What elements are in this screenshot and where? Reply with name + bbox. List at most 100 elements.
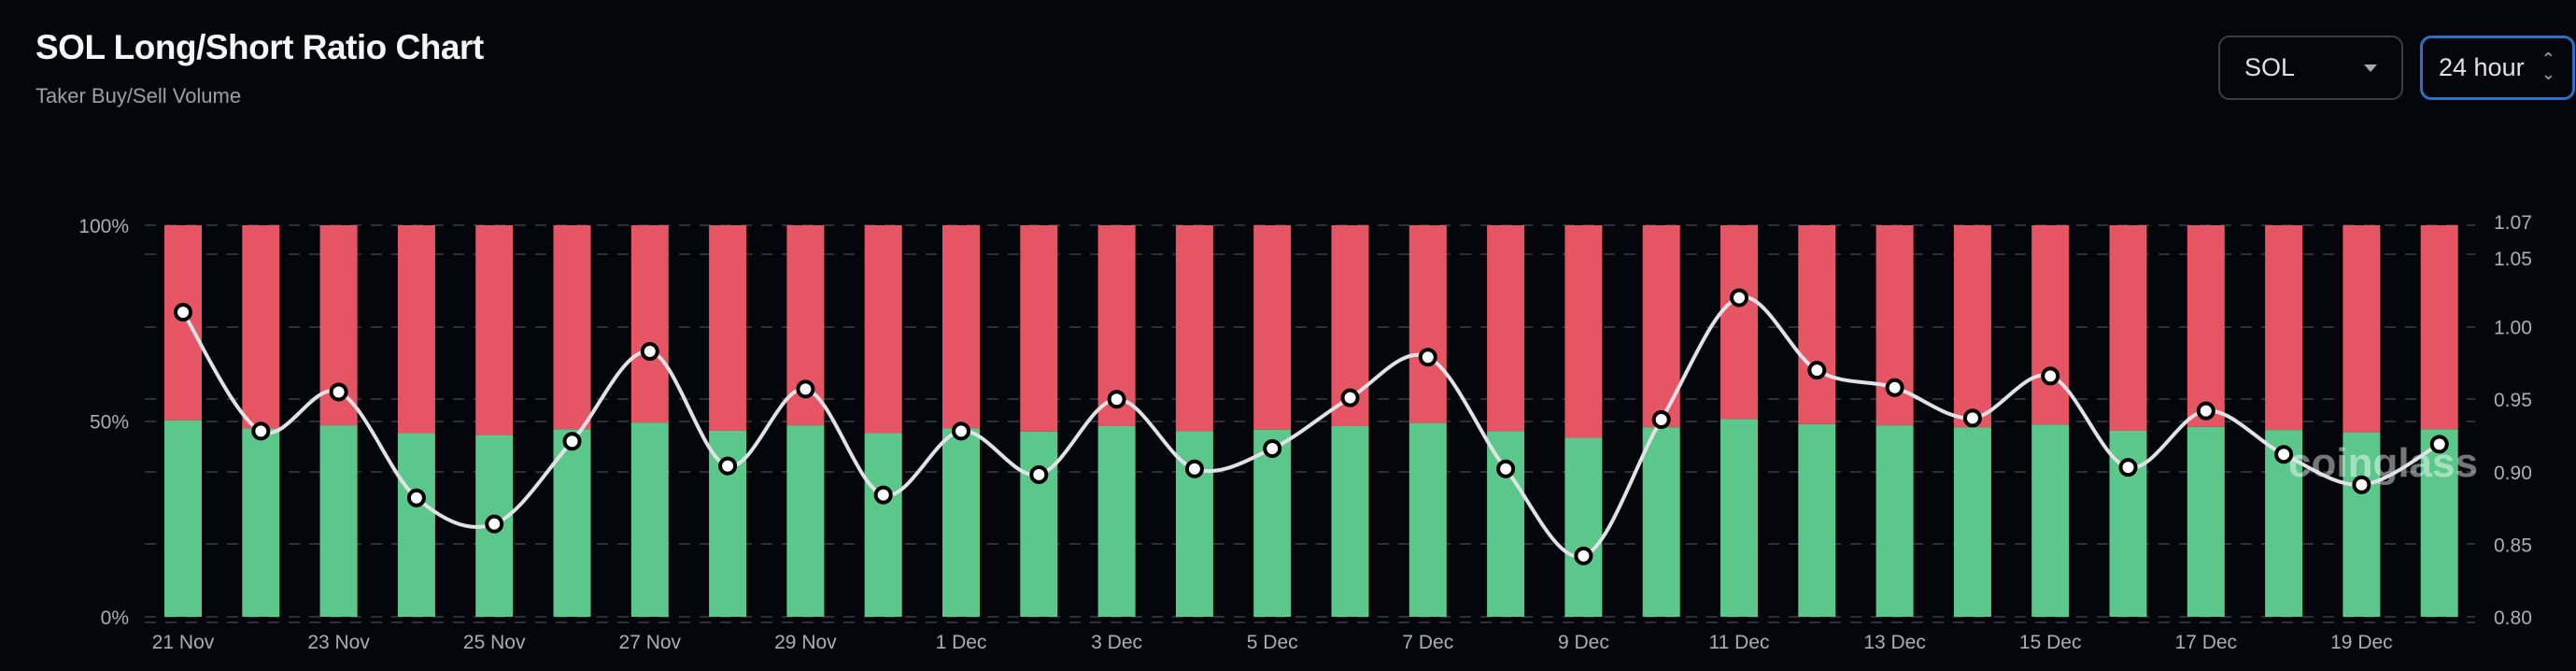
ratio-point xyxy=(1807,361,1827,380)
x-axis-label: 3 Dec xyxy=(1091,632,1142,653)
right-axis-label: 0.85 xyxy=(2494,535,2532,556)
x-axis-label: 23 Nov xyxy=(307,632,370,653)
ratio-line xyxy=(181,294,2441,559)
short-bar xyxy=(397,225,435,434)
short-bar xyxy=(1953,225,1991,428)
x-axis-label: 1 Dec xyxy=(936,632,987,653)
short-bar xyxy=(864,225,902,434)
ratio-point xyxy=(796,379,815,399)
ratio-point xyxy=(1184,459,1204,478)
left-axis-label: 0% xyxy=(101,607,129,629)
short-bar xyxy=(2031,225,2070,425)
long-bar xyxy=(1097,425,1136,617)
long-bar xyxy=(2420,429,2458,617)
long-bar xyxy=(864,433,902,617)
right-axis-label: 1.07 xyxy=(2494,212,2532,234)
ratio-point xyxy=(1651,409,1671,429)
long-bar xyxy=(319,425,358,617)
page-title: SOL Long/Short Ratio Chart xyxy=(35,28,484,66)
long-bar xyxy=(242,428,280,617)
short-bar xyxy=(1408,225,1447,423)
long-bar xyxy=(1720,419,1758,617)
long-bar xyxy=(1798,423,1836,617)
short-bar xyxy=(1253,225,1292,430)
long-bar xyxy=(1331,425,1369,617)
ratio-point xyxy=(873,485,893,505)
long-bar xyxy=(630,422,669,617)
caret-down-icon xyxy=(2364,64,2377,72)
x-axis-label: 13 Dec xyxy=(1863,632,1926,653)
long-bar xyxy=(2031,424,2070,617)
right-axis-label: 0.80 xyxy=(2494,607,2532,629)
ratio-point xyxy=(2429,435,2449,454)
long-bar xyxy=(2342,432,2381,617)
short-bar xyxy=(1720,225,1758,420)
ratio-point xyxy=(2274,445,2294,464)
right-axis-label: 0.95 xyxy=(2494,390,2532,411)
long-bar xyxy=(786,425,825,617)
ratio-point xyxy=(1885,378,1904,397)
left-axis-label: 50% xyxy=(90,412,129,434)
ratio-point xyxy=(952,421,970,441)
x-axis-label: 9 Dec xyxy=(1558,632,1609,653)
ratio-point xyxy=(1340,388,1360,407)
ratio-point xyxy=(1574,546,1593,565)
long-bar xyxy=(397,433,435,617)
ratio-point xyxy=(329,382,348,402)
long-bar xyxy=(164,420,202,617)
ratio-point xyxy=(1418,348,1437,367)
short-bar xyxy=(2187,225,2225,427)
short-bar xyxy=(709,225,747,431)
long-bar xyxy=(1642,427,1680,617)
long-bar xyxy=(1953,427,1991,617)
long-bar xyxy=(1020,431,1058,617)
short-bar xyxy=(1020,225,1058,432)
ratio-point xyxy=(1496,459,1516,478)
period-select[interactable]: 24 hour ⌃ ⌄ xyxy=(2420,36,2575,100)
short-bar xyxy=(2265,225,2303,431)
long-bar xyxy=(1253,429,1292,617)
short-bar xyxy=(1564,225,1603,438)
ratio-point xyxy=(1730,288,1748,307)
coin-select-value: SOL xyxy=(2244,53,2296,81)
long-bar xyxy=(1487,431,1525,617)
ratio-point xyxy=(1962,408,1982,428)
ratio-point xyxy=(406,488,426,507)
x-axis-label: 25 Nov xyxy=(463,632,526,653)
ratio-point xyxy=(718,456,738,476)
long-bar xyxy=(2187,426,2225,617)
page-subtitle: Taker Buy/Sell Volume xyxy=(35,84,242,107)
short-bar xyxy=(942,225,980,429)
short-bar xyxy=(242,225,280,429)
up-down-chevron-icon: ⌃ ⌄ xyxy=(2541,50,2555,83)
x-axis-label: 29 Nov xyxy=(774,632,837,653)
long-bar xyxy=(1564,437,1603,617)
x-axis-label: 5 Dec xyxy=(1247,632,1298,653)
ratio-point xyxy=(562,432,582,451)
ratio-point xyxy=(251,421,271,441)
ratio-point xyxy=(2041,366,2060,386)
long-bar xyxy=(1875,425,1914,617)
long-bar xyxy=(553,429,591,617)
coin-select[interactable]: SOL xyxy=(2218,36,2403,100)
short-bar xyxy=(553,225,591,430)
short-bar xyxy=(164,225,202,421)
x-axis-label: 7 Dec xyxy=(1402,632,1453,653)
ratio-point xyxy=(2196,401,2215,421)
ratio-point xyxy=(640,342,659,362)
x-axis-label: 21 Nov xyxy=(152,632,215,653)
x-axis-label: 19 Dec xyxy=(2330,632,2393,653)
short-bar xyxy=(2109,225,2147,431)
ratio-point xyxy=(1263,438,1282,458)
right-axis-label: 1.05 xyxy=(2494,249,2532,270)
ratio-point xyxy=(1029,464,1049,484)
ratio-point xyxy=(485,514,504,534)
ratio-point xyxy=(174,303,192,322)
ratio-point xyxy=(1107,390,1126,409)
short-bar xyxy=(2342,225,2381,433)
ratio-point xyxy=(2118,458,2138,478)
short-bar xyxy=(475,225,514,435)
ratio-point xyxy=(2352,475,2371,494)
short-bar xyxy=(1798,225,1836,424)
